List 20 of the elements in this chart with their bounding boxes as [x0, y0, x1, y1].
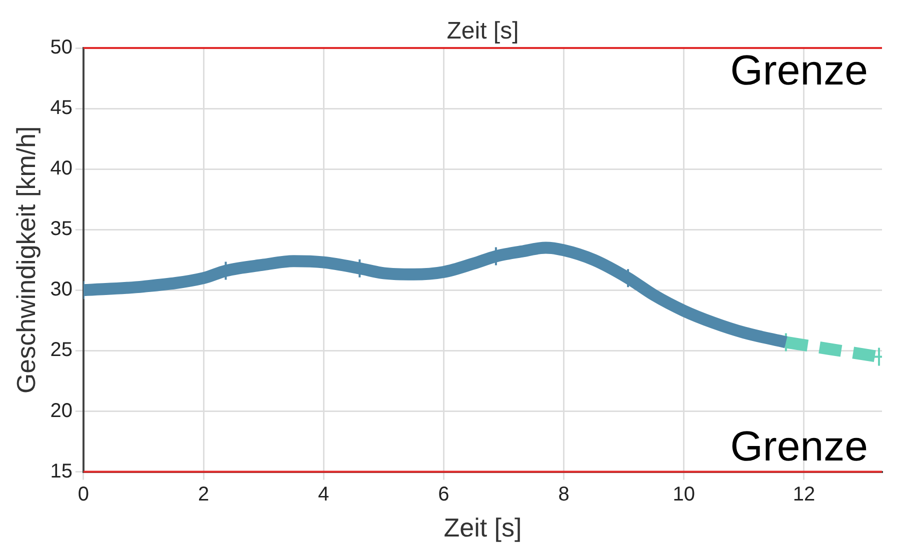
y-tick-label: 15	[50, 460, 72, 482]
x-tick-label: 0	[78, 483, 90, 506]
x-tick-label: 2	[198, 483, 210, 506]
y-tick-label: 50	[50, 36, 72, 59]
y-tick-label: 20	[50, 400, 72, 422]
x-tick-label: 6	[438, 483, 450, 506]
y-tick-label: 40	[50, 158, 72, 180]
x-tick-label: 8	[558, 483, 570, 506]
x-tick-label: 12	[792, 483, 816, 506]
y-tick-label: 25	[50, 339, 72, 362]
ref-line-label: Grenze	[730, 46, 868, 94]
ref-line-label: Grenze	[730, 422, 868, 470]
y-tick-label: 45	[50, 97, 72, 120]
x-tick-label: 4	[318, 483, 330, 506]
x-tick-label: 10	[672, 483, 695, 506]
text: Zeit [s]	[446, 18, 519, 45]
y-tick-label: 35	[50, 218, 72, 240]
y-axis-title: Geschwindigkeit [km/h]	[10, 126, 41, 394]
x-axis-title: Zeit [s]	[444, 512, 522, 543]
y-tick-label: 30	[50, 278, 72, 301]
